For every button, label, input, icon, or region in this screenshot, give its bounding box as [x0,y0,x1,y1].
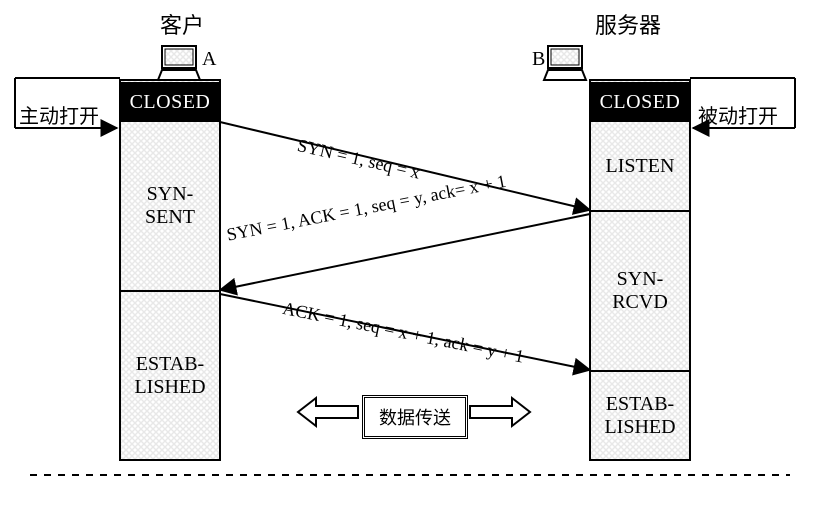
server-state-0: LISTEN [590,122,690,210]
active-open-label: 主动打开 [19,100,99,129]
server-state-1: SYN- RCVD [590,210,690,370]
client-title: 客户 [160,8,204,40]
msg-1: SYN = 1, ACK = 1, seq = y, ack= x + 1 [225,171,508,246]
server-title: 服务器 [595,8,661,40]
client-state-0: SYN- SENT [120,122,220,290]
client-closed: CLOSED [121,82,220,122]
host-label-B: B [532,48,545,71]
client-state-1: ESTAB- LISHED [120,290,220,460]
msg-2: ACK = 1, seq = x + 1, ack = y + 1 [281,298,526,368]
passive-open-label: 被动打开 [698,100,778,129]
server-closed: CLOSED [591,82,690,122]
host-label-A: A [202,48,216,71]
msg-0: SYN = 1, seq = x [295,135,422,184]
data-transfer-label: 数据传送 [362,395,468,439]
server-state-2: ESTAB- LISHED [590,370,690,460]
